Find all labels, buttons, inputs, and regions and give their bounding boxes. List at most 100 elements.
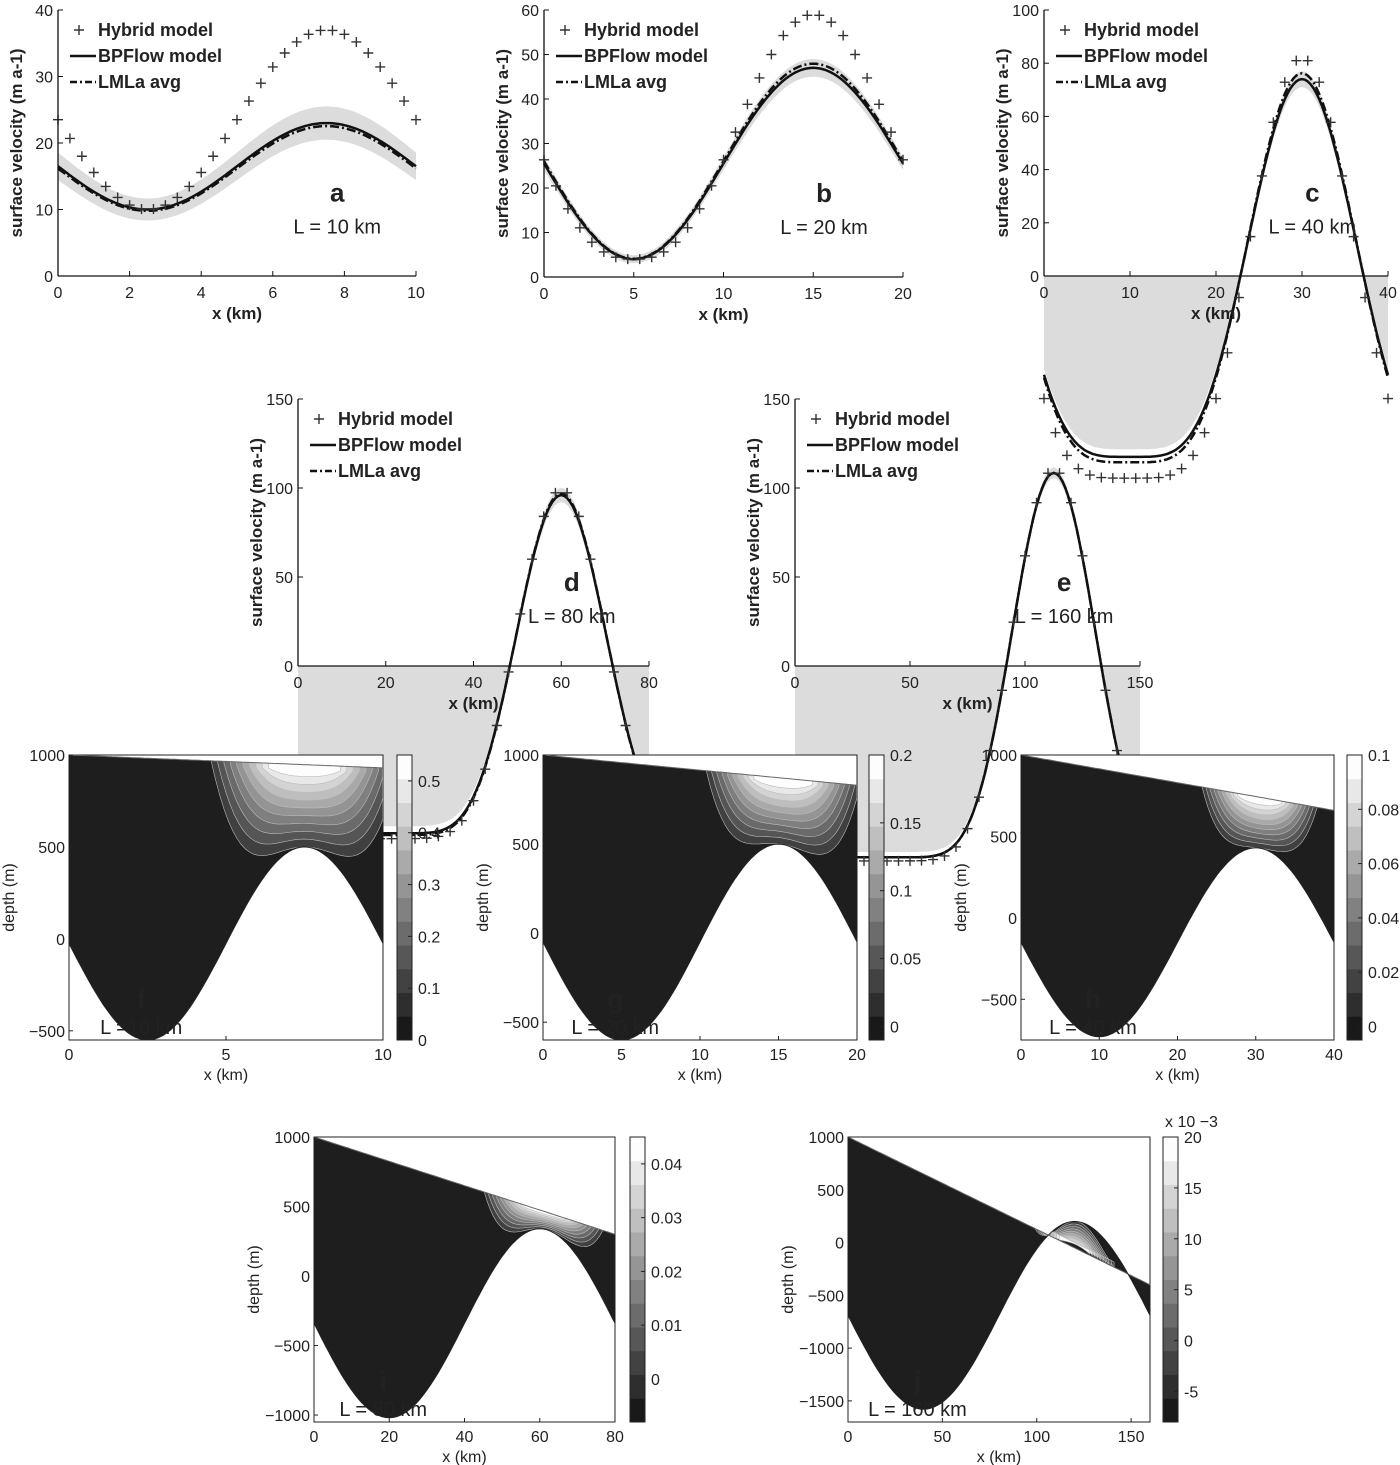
hybrid-point bbox=[754, 72, 765, 83]
hybrid-point bbox=[421, 833, 432, 844]
y-tick-label: 30 bbox=[521, 137, 539, 154]
colorbar-swatch bbox=[1347, 921, 1362, 946]
hybrid-point bbox=[196, 167, 207, 178]
hybrid-point bbox=[862, 72, 873, 83]
length-label: L = 40 km bbox=[1268, 217, 1356, 239]
hybrid-point bbox=[826, 17, 837, 28]
x-tick-label: 15 bbox=[770, 1047, 788, 1064]
legend-lmla-label: LMLa avg bbox=[98, 72, 181, 92]
hybrid-point bbox=[267, 61, 278, 72]
colorbar-tick-label: -5 bbox=[1184, 1384, 1198, 1401]
y-tick-label: 60 bbox=[521, 3, 539, 20]
colorbar-swatch bbox=[869, 873, 884, 898]
hybrid-point bbox=[1031, 497, 1042, 508]
hybrid-point bbox=[1043, 468, 1053, 479]
hybrid-point bbox=[327, 25, 338, 36]
hybrid-point bbox=[399, 96, 410, 107]
hybrid-point bbox=[1268, 117, 1279, 128]
y-tick-label: 500 bbox=[990, 829, 1017, 846]
hybrid-point bbox=[1100, 685, 1111, 696]
x-tick-label: 20 bbox=[894, 286, 912, 303]
y-axis-label: surface velocity (m a-1) bbox=[493, 49, 512, 238]
colorbar-swatch bbox=[1163, 1232, 1178, 1257]
y-tick-label: 0 bbox=[44, 269, 53, 286]
hybrid-point bbox=[1073, 463, 1084, 474]
y-tick-label: −1500 bbox=[799, 1394, 844, 1411]
bed-line bbox=[313, 1228, 616, 1419]
colorbar-tick-label: 0.08 bbox=[1368, 802, 1399, 819]
colorbar-tick-label: 0.04 bbox=[1368, 911, 1399, 928]
hybrid-point bbox=[838, 30, 849, 41]
x-tick-label: 20 bbox=[1169, 1047, 1187, 1064]
legend-bpflow-label: BPFlow model bbox=[835, 435, 959, 455]
colorbar-swatch bbox=[869, 755, 884, 780]
y-tick-label: 0 bbox=[530, 926, 539, 943]
colorbar-swatch bbox=[1163, 1303, 1178, 1328]
x-axis-label: x (km) bbox=[942, 694, 992, 713]
colorbar-swatch bbox=[630, 1255, 645, 1280]
colorbar-swatch bbox=[1163, 1208, 1178, 1233]
y-axis-label: depth (m) bbox=[953, 863, 970, 931]
y-tick-label: −1000 bbox=[799, 1341, 844, 1358]
x-tick-label: 10 bbox=[374, 1047, 392, 1064]
y-axis-label: depth (m) bbox=[246, 1245, 263, 1313]
hybrid-point bbox=[550, 487, 561, 498]
colorbar-frame bbox=[1162, 1136, 1179, 1423]
colorbar-frame bbox=[868, 754, 885, 1041]
hybrid-point bbox=[64, 133, 75, 144]
length-label: L = 160 km bbox=[1015, 606, 1114, 628]
y-tick-label: 0 bbox=[56, 932, 65, 949]
y-tick-label: 0 bbox=[1030, 269, 1039, 286]
colorbar-tick-label: 0.1 bbox=[890, 884, 912, 901]
colorbar-tick-label: 0.04 bbox=[651, 1157, 682, 1174]
x-tick-label: 10 bbox=[1121, 285, 1139, 302]
y-tick-label: −500 bbox=[29, 1024, 65, 1041]
x-tick-label: 50 bbox=[933, 1429, 951, 1446]
hybrid-point bbox=[1360, 292, 1371, 303]
x-axis-label: x (km) bbox=[698, 305, 748, 324]
x-tick-label: 5 bbox=[629, 286, 638, 303]
y-tick-label: 1000 bbox=[274, 1130, 310, 1147]
y-tick-label: 30 bbox=[35, 70, 53, 87]
x-axis-label: x (km) bbox=[1191, 304, 1241, 323]
y-tick-label: 10 bbox=[35, 203, 53, 220]
hybrid-point bbox=[694, 203, 705, 214]
y-tick-label: −500 bbox=[808, 1288, 844, 1305]
colorbar-tick-label: 0 bbox=[1184, 1334, 1193, 1351]
hybrid-point bbox=[622, 254, 633, 265]
colorbar-swatch bbox=[1163, 1255, 1178, 1280]
x-tick-label: 150 bbox=[1118, 1429, 1145, 1446]
x-tick-label: 50 bbox=[901, 675, 919, 692]
colorbar-tick-label: 0 bbox=[651, 1372, 660, 1389]
panel-letter: i bbox=[380, 1366, 387, 1396]
panel-letter: g bbox=[607, 984, 623, 1014]
hybrid-point bbox=[886, 127, 897, 138]
y-tick-label: 80 bbox=[1021, 56, 1039, 73]
colorbar-frame bbox=[629, 1136, 646, 1423]
x-tick-label: 4 bbox=[197, 285, 206, 302]
hybrid-point bbox=[1020, 550, 1030, 561]
colorbar-swatch bbox=[1347, 826, 1362, 851]
hybrid-point bbox=[1211, 393, 1221, 404]
x-tick-label: 60 bbox=[552, 675, 570, 692]
bed-line bbox=[68, 846, 384, 1041]
hybrid-point bbox=[928, 854, 938, 865]
hybrid-point bbox=[997, 685, 1007, 696]
colorbar-swatch bbox=[869, 778, 884, 803]
colorbar-swatch bbox=[1163, 1279, 1178, 1304]
length-label: L = 160 km bbox=[868, 1399, 967, 1421]
hybrid-point bbox=[1054, 468, 1065, 479]
y-tick-label: −1000 bbox=[265, 1408, 310, 1425]
hybrid-point bbox=[1165, 470, 1176, 481]
x-tick-label: 60 bbox=[531, 1429, 549, 1446]
colorbar-swatch bbox=[1163, 1374, 1178, 1399]
colorbar-swatch bbox=[397, 945, 412, 970]
colorbar-tick-label: 0.02 bbox=[651, 1264, 682, 1281]
legend-hybrid-marker bbox=[811, 414, 821, 424]
x-tick-label: 20 bbox=[380, 1429, 398, 1446]
colorbar-tick-label: 0.02 bbox=[1368, 965, 1399, 982]
colorbar-swatch bbox=[1347, 897, 1362, 922]
colorbar-tick-label: 20 bbox=[1184, 1130, 1202, 1147]
y-axis-label: depth (m) bbox=[780, 1245, 797, 1313]
hybrid-point bbox=[874, 99, 885, 110]
